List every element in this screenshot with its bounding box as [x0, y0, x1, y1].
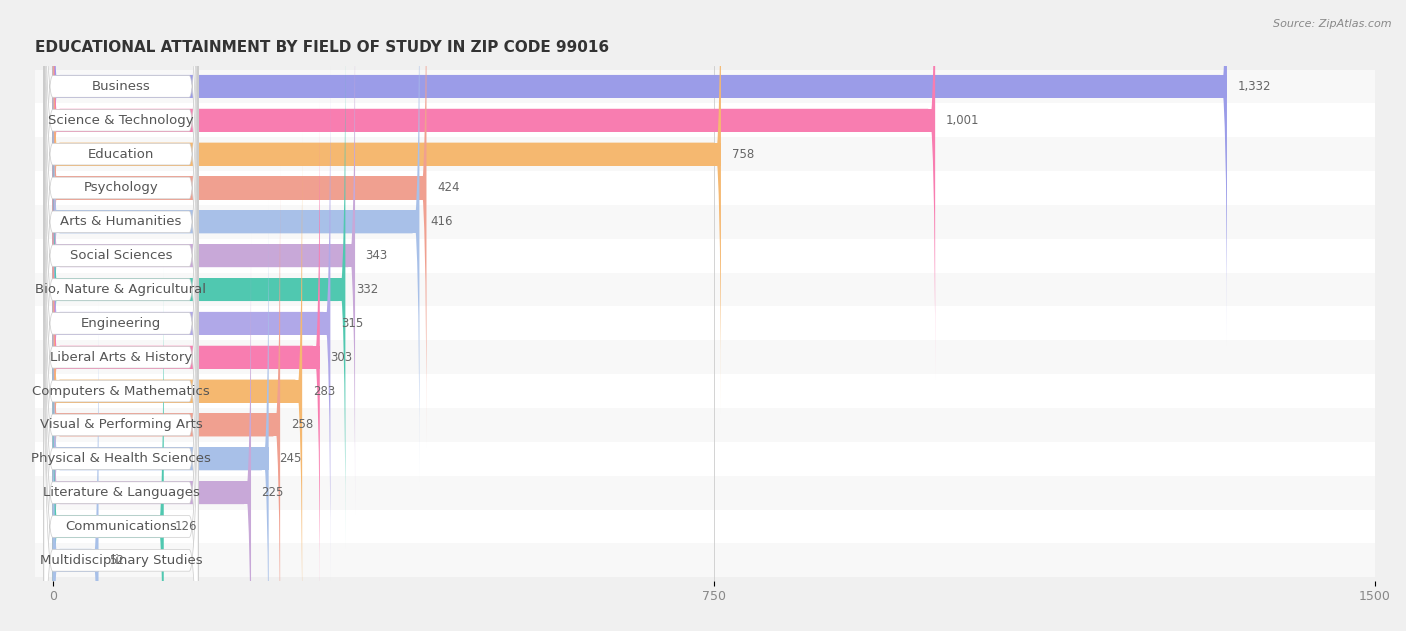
Text: Education: Education — [87, 148, 155, 161]
Bar — [52, 380, 302, 403]
Text: Source: ZipAtlas.com: Source: ZipAtlas.com — [1274, 19, 1392, 29]
FancyBboxPatch shape — [52, 0, 419, 481]
FancyBboxPatch shape — [52, 199, 269, 631]
Text: 424: 424 — [437, 182, 460, 194]
FancyBboxPatch shape — [44, 199, 198, 631]
Text: 315: 315 — [340, 317, 363, 330]
FancyBboxPatch shape — [35, 476, 1375, 510]
FancyBboxPatch shape — [35, 340, 1375, 374]
FancyBboxPatch shape — [52, 98, 319, 616]
FancyBboxPatch shape — [44, 233, 198, 631]
FancyBboxPatch shape — [44, 30, 198, 631]
Bar — [52, 481, 252, 504]
Text: Physical & Health Sciences: Physical & Health Sciences — [31, 452, 211, 465]
FancyBboxPatch shape — [44, 131, 198, 631]
Text: Visual & Performing Arts: Visual & Performing Arts — [39, 418, 202, 432]
Text: 245: 245 — [280, 452, 302, 465]
FancyBboxPatch shape — [35, 408, 1375, 442]
FancyBboxPatch shape — [44, 97, 198, 631]
FancyBboxPatch shape — [52, 267, 163, 631]
FancyBboxPatch shape — [35, 442, 1375, 476]
Text: 126: 126 — [174, 520, 197, 533]
FancyBboxPatch shape — [44, 0, 198, 414]
Text: 416: 416 — [430, 215, 453, 228]
FancyBboxPatch shape — [35, 374, 1375, 408]
Bar — [52, 244, 356, 267]
Text: Multidisciplinary Studies: Multidisciplinary Studies — [39, 554, 202, 567]
Bar — [52, 413, 280, 437]
Text: Communications: Communications — [65, 520, 177, 533]
Bar — [52, 177, 426, 199]
Text: EDUCATIONAL ATTAINMENT BY FIELD OF STUDY IN ZIP CODE 99016: EDUCATIONAL ATTAINMENT BY FIELD OF STUDY… — [35, 40, 609, 56]
FancyBboxPatch shape — [35, 543, 1375, 577]
FancyBboxPatch shape — [52, 166, 280, 631]
FancyBboxPatch shape — [52, 0, 935, 380]
FancyBboxPatch shape — [35, 69, 1375, 103]
Text: Computers & Mathematics: Computers & Mathematics — [32, 385, 209, 398]
FancyBboxPatch shape — [52, 0, 356, 515]
Text: Psychology: Psychology — [83, 182, 159, 194]
Bar — [52, 312, 330, 335]
Bar — [52, 346, 319, 369]
FancyBboxPatch shape — [52, 132, 302, 631]
FancyBboxPatch shape — [35, 307, 1375, 340]
FancyBboxPatch shape — [35, 171, 1375, 205]
Text: 258: 258 — [291, 418, 314, 432]
FancyBboxPatch shape — [35, 103, 1375, 137]
FancyBboxPatch shape — [52, 0, 1227, 346]
Bar — [52, 210, 419, 233]
FancyBboxPatch shape — [52, 233, 252, 631]
Text: Science & Technology: Science & Technology — [48, 114, 194, 127]
FancyBboxPatch shape — [52, 0, 426, 447]
Text: 1,332: 1,332 — [1237, 80, 1271, 93]
Bar — [52, 447, 269, 470]
Text: 225: 225 — [262, 486, 284, 499]
FancyBboxPatch shape — [35, 273, 1375, 307]
FancyBboxPatch shape — [44, 0, 198, 584]
Bar — [52, 143, 721, 166]
Text: Business: Business — [91, 80, 150, 93]
FancyBboxPatch shape — [44, 64, 198, 631]
FancyBboxPatch shape — [35, 510, 1375, 543]
FancyBboxPatch shape — [35, 137, 1375, 171]
Bar — [52, 75, 1227, 98]
Text: Arts & Humanities: Arts & Humanities — [60, 215, 181, 228]
FancyBboxPatch shape — [44, 0, 198, 482]
Text: 332: 332 — [356, 283, 378, 296]
Text: Literature & Languages: Literature & Languages — [42, 486, 200, 499]
Bar — [52, 109, 935, 132]
Text: 283: 283 — [312, 385, 335, 398]
FancyBboxPatch shape — [35, 239, 1375, 273]
Bar — [52, 515, 163, 538]
FancyBboxPatch shape — [44, 165, 198, 631]
Text: 758: 758 — [731, 148, 754, 161]
Text: Liberal Arts & History: Liberal Arts & History — [49, 351, 193, 363]
FancyBboxPatch shape — [44, 0, 198, 448]
Text: 343: 343 — [366, 249, 388, 262]
Bar — [52, 549, 98, 572]
Text: 303: 303 — [330, 351, 353, 363]
FancyBboxPatch shape — [52, 64, 330, 582]
FancyBboxPatch shape — [44, 0, 198, 516]
Bar — [52, 278, 346, 301]
Text: Engineering: Engineering — [82, 317, 162, 330]
FancyBboxPatch shape — [35, 205, 1375, 239]
FancyBboxPatch shape — [52, 301, 98, 631]
Text: 52: 52 — [110, 554, 124, 567]
FancyBboxPatch shape — [44, 0, 198, 617]
FancyBboxPatch shape — [52, 30, 346, 549]
FancyBboxPatch shape — [44, 0, 198, 550]
Text: 1,001: 1,001 — [946, 114, 979, 127]
FancyBboxPatch shape — [52, 0, 721, 413]
FancyBboxPatch shape — [44, 0, 198, 631]
Text: Social Sciences: Social Sciences — [70, 249, 173, 262]
Text: Bio, Nature & Agricultural: Bio, Nature & Agricultural — [35, 283, 207, 296]
